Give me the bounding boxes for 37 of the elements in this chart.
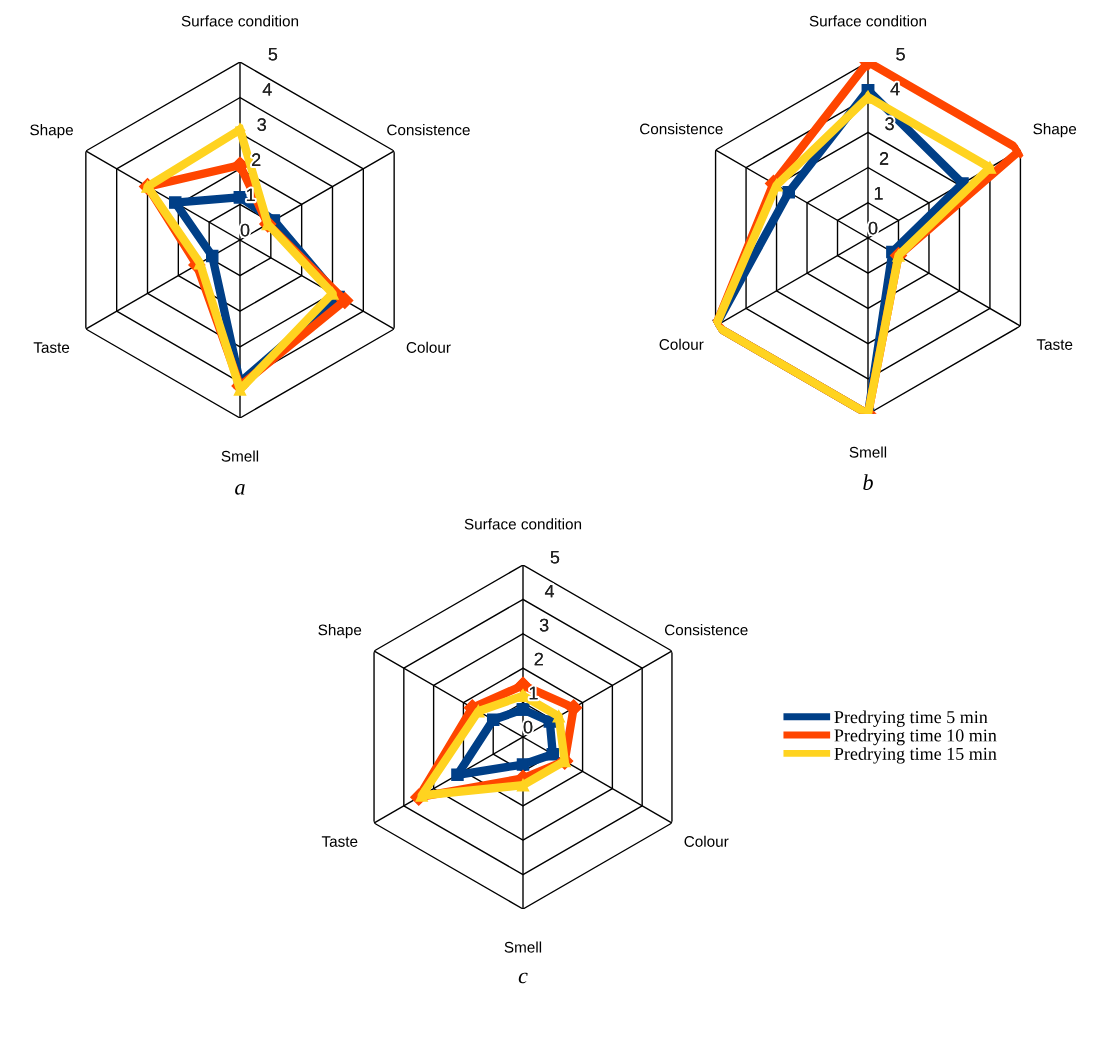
spoke-label: Shape bbox=[318, 624, 362, 639]
spoke-label: Consistence bbox=[640, 123, 723, 135]
spoke-label: Smell bbox=[504, 941, 542, 953]
spoke-label: Colour bbox=[406, 341, 451, 353]
spoke-label: Colour bbox=[659, 338, 704, 350]
y-tick-label: 2 bbox=[252, 153, 261, 166]
spoke-label: Surface condition bbox=[181, 15, 299, 27]
y-tick-label: 3 bbox=[885, 117, 894, 131]
y-tick-label: 5 bbox=[268, 48, 278, 61]
y-tick-label: 5 bbox=[896, 48, 905, 61]
legend-label: Predrying time 5 min bbox=[834, 710, 988, 727]
spoke-label: Consistence bbox=[387, 124, 470, 136]
y-tick-label: 1 bbox=[874, 187, 883, 200]
spoke-label: Smell bbox=[221, 450, 259, 462]
spoke-label: Smell bbox=[849, 446, 887, 458]
y-tick-label: 5 bbox=[550, 550, 560, 564]
y-tick-label: 4 bbox=[544, 584, 555, 598]
text: c bbox=[518, 972, 528, 984]
y-tick-label: 3 bbox=[539, 618, 549, 632]
spoke-label: Surface condition bbox=[464, 518, 582, 530]
legend-label: Predrying time 10 min bbox=[834, 728, 997, 746]
y-tick-label: 4 bbox=[262, 83, 272, 96]
legend-label: Predrying time 15 min bbox=[834, 747, 997, 764]
spoke-label: Surface condition bbox=[809, 15, 927, 27]
y-tick-label: 3 bbox=[257, 118, 266, 131]
spoke-label: Shape bbox=[1033, 123, 1077, 138]
spoke-label: Taste bbox=[33, 342, 70, 353]
spoke-label: Colour bbox=[684, 835, 729, 847]
y-tick-label: 2 bbox=[879, 152, 889, 165]
y-tick-label: 2 bbox=[534, 652, 543, 666]
text: a bbox=[235, 484, 245, 495]
spoke-label: Shape bbox=[30, 124, 73, 139]
spoke-label: Taste bbox=[1036, 339, 1073, 350]
y-tick-label: 4 bbox=[890, 82, 900, 96]
spoke-label: Consistence bbox=[664, 624, 748, 636]
spoke-label: Taste bbox=[321, 836, 358, 847]
text: b bbox=[863, 474, 873, 490]
